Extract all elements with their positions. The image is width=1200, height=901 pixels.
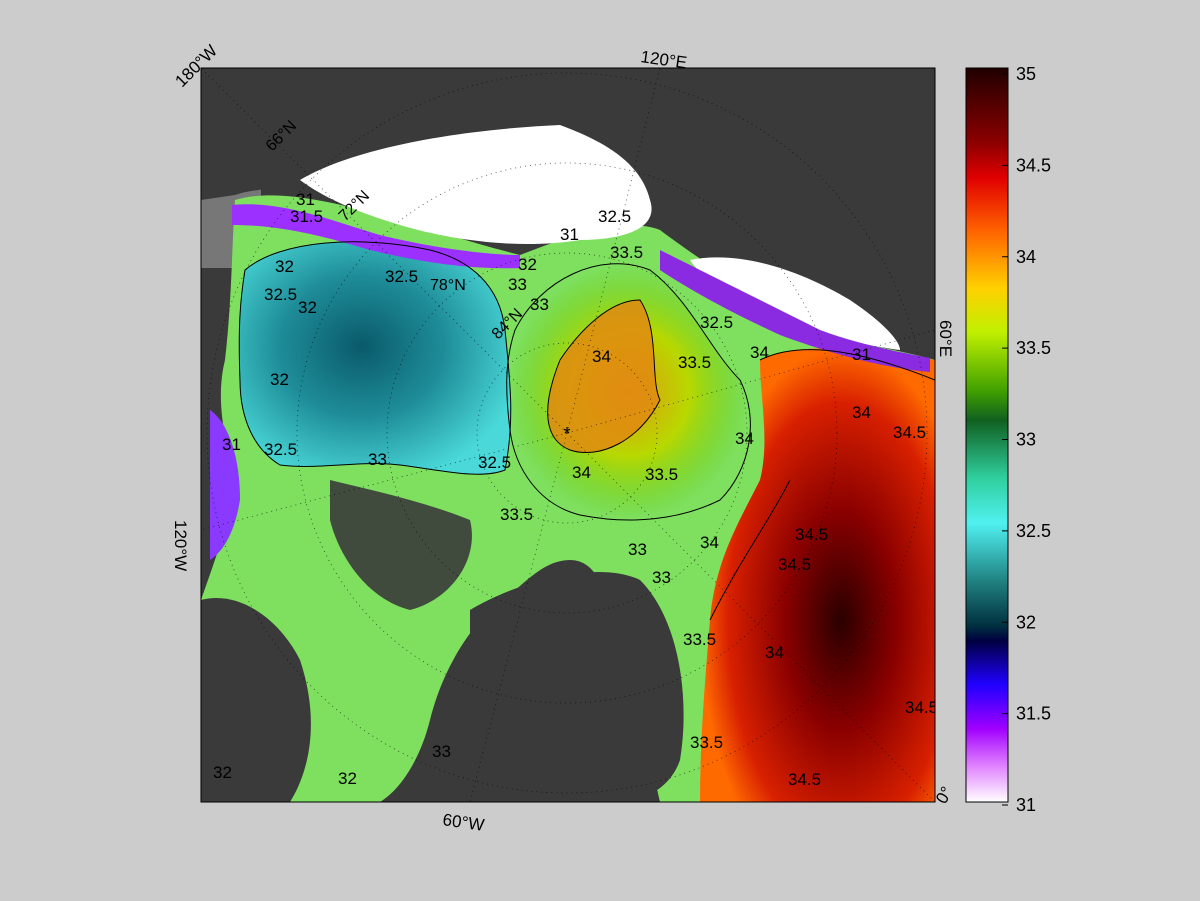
lon-label-60w: 60°W	[441, 810, 485, 835]
colorbar-ticks: 35 34.5 34 33.5 33 32.5 32 31.5 31	[1002, 64, 1051, 815]
lon-label-120w: 120°W	[171, 520, 190, 571]
lon-label-0: 0°	[932, 783, 957, 807]
contour-label: 34	[735, 429, 754, 448]
beaufort-gyre	[239, 241, 511, 475]
canadian-archipelago	[201, 598, 311, 802]
contour-label: 33	[628, 540, 647, 559]
contour-label: 32	[298, 298, 317, 317]
contour-label: 33	[508, 275, 527, 294]
contour-label: 32.5	[598, 207, 631, 226]
contour-label: 34	[852, 403, 871, 422]
coastal-fresh-siberian	[660, 250, 930, 372]
contour-label: 34	[700, 533, 719, 552]
contour-label: 33.5	[690, 733, 723, 752]
coastal-fresh-band	[232, 204, 520, 269]
atlantic-sector	[700, 348, 935, 802]
contour-label: 34	[592, 347, 611, 366]
coastal-fresh-west	[210, 410, 240, 560]
contour-label: 32.5	[264, 440, 297, 459]
contour-label: 31	[852, 345, 871, 364]
contour-label: 32	[270, 370, 289, 389]
graticule	[201, 68, 935, 802]
contour-label: 32	[338, 769, 357, 788]
contours	[238, 241, 935, 621]
contour-label: 31	[296, 190, 315, 209]
contour-label: 33	[652, 568, 671, 587]
contour-label: 34.5	[905, 698, 938, 717]
contour-label: 34.5	[788, 770, 821, 789]
lon-label-60e: 60°E	[936, 320, 955, 357]
contour-label: 31	[222, 435, 241, 454]
contour-labels: 31 31.5 32 32.5 32 32.5 32 31 32.5 78°N …	[213, 190, 938, 789]
contour-label: 33.5	[500, 505, 533, 524]
map-border	[200, 67, 936, 803]
sea-ice-east-siberian	[300, 125, 652, 245]
contour-label: 32.5	[385, 267, 418, 286]
contour-label: 32.5	[700, 313, 733, 332]
colorbar-tick-label: 32	[1016, 612, 1036, 632]
contour-label: 34	[765, 643, 784, 662]
colorbar-tick-label: 31.5	[1016, 704, 1051, 724]
contour-label: 33	[368, 450, 387, 469]
contour-label: 34.5	[795, 525, 828, 544]
north-pole-marker: *	[563, 424, 570, 444]
sea-ice-kara	[690, 257, 900, 350]
contour-label: 32	[213, 763, 232, 782]
contour-label: 33	[530, 295, 549, 314]
colorbar-tick-label: 34.5	[1016, 155, 1051, 175]
colorbar-tick-label: 31	[1016, 795, 1036, 815]
map-area: * 31 31.5 32 32.5 32 32.5 32 31 32.5 78°…	[201, 68, 938, 802]
contour-label: 34	[750, 343, 769, 362]
contour-label: 33.5	[645, 465, 678, 484]
contour-label: 32	[518, 255, 537, 274]
colorbar: 35 34.5 34 33.5 33 32.5 32 31.5 31	[965, 64, 1051, 815]
central-max	[547, 300, 660, 453]
colorbar-tick-label: 33	[1016, 430, 1036, 450]
contour-label: 33.5	[683, 630, 716, 649]
contour-label: 32.5	[478, 453, 511, 472]
archipelago-islands	[330, 480, 472, 610]
colorbar-tick-label: 32.5	[1016, 521, 1051, 541]
colorbar-tick-label: 33.5	[1016, 338, 1051, 358]
contour-label: 33.5	[610, 243, 643, 262]
contour-label: 34	[572, 463, 591, 482]
colorbar-tick-label: 35	[1016, 64, 1036, 84]
contour-label: 34.5	[778, 555, 811, 574]
contour-label: 34.5	[893, 423, 926, 442]
contour-label: 33	[432, 742, 451, 761]
colorbar-ramp	[965, 67, 1009, 803]
contour-label: 32	[275, 257, 294, 276]
contour-label: 33.5	[678, 353, 711, 372]
contour-label: 78°N	[430, 277, 466, 294]
contour-label: 32.5	[264, 285, 297, 304]
greenland	[470, 571, 684, 802]
colorbar-tick-label: 34	[1016, 247, 1036, 267]
contour-label: 31.5	[290, 207, 323, 226]
contour-label: 31	[560, 225, 579, 244]
